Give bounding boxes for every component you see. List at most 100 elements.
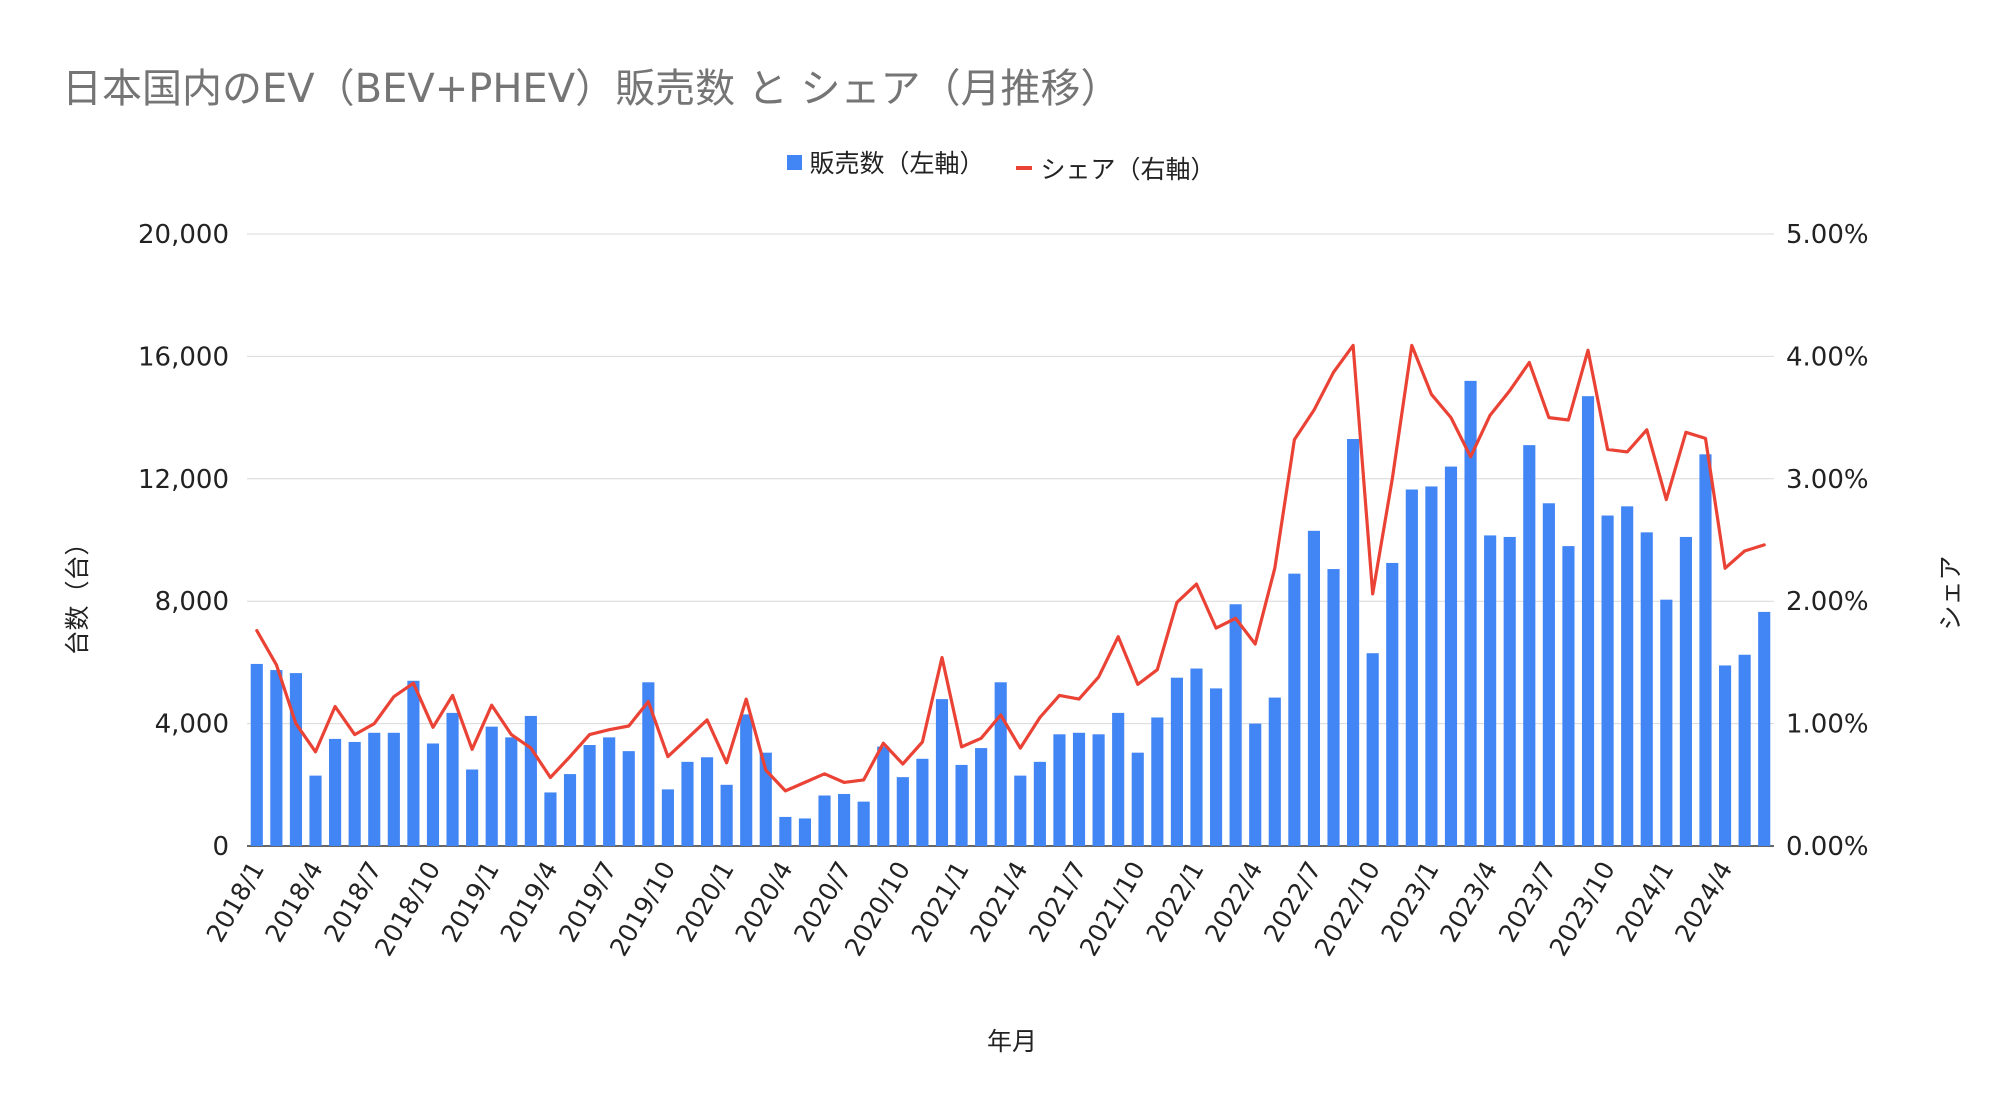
sales-bar bbox=[1444, 466, 1458, 846]
sales-bar bbox=[1131, 752, 1144, 846]
x-axis-title: 年月 bbox=[986, 1027, 1038, 1056]
sales-bar bbox=[603, 737, 616, 846]
legend-line-swatch bbox=[1016, 165, 1033, 170]
left-y-tick-label: 16,000 bbox=[138, 342, 229, 372]
sales-bar bbox=[466, 769, 479, 846]
sales-bar bbox=[1288, 573, 1301, 846]
sales-bar bbox=[1758, 611, 1771, 846]
sales-bar bbox=[1170, 677, 1183, 846]
legend-label-share: シェア（右軸） bbox=[1040, 154, 1216, 184]
sales-bar bbox=[779, 816, 792, 846]
sales-bar bbox=[387, 732, 400, 846]
sales-bar bbox=[1327, 569, 1340, 846]
sales-bar bbox=[505, 737, 518, 846]
sales-bar bbox=[1249, 723, 1262, 846]
left-y-tick-label: 0 bbox=[212, 832, 229, 862]
sales-bar bbox=[896, 777, 909, 846]
sales-bar bbox=[1640, 532, 1653, 846]
sales-bar bbox=[1484, 535, 1497, 846]
sales-bar bbox=[1562, 546, 1575, 846]
sales-bar bbox=[622, 751, 635, 846]
sales-bar bbox=[1190, 668, 1203, 846]
sales-bar bbox=[348, 741, 361, 846]
sales-bar bbox=[250, 663, 263, 846]
sales-bar bbox=[1542, 503, 1555, 846]
legend-bar-swatch bbox=[786, 154, 802, 170]
sales-bar bbox=[1347, 439, 1360, 846]
sales-bar bbox=[1092, 734, 1105, 846]
sales-bar bbox=[1112, 712, 1125, 846]
sales-bar bbox=[1660, 599, 1673, 846]
sales-bar bbox=[916, 758, 929, 846]
chart-legend: 販売数（左軸） シェア（右軸） bbox=[0, 144, 2002, 186]
sales-bar bbox=[1268, 697, 1281, 846]
sales-bar bbox=[1621, 506, 1634, 846]
sales-bar bbox=[642, 682, 655, 846]
sales-bar bbox=[446, 712, 459, 846]
sales-bar bbox=[1523, 445, 1536, 846]
right-y-tick-label: 1.00% bbox=[1786, 710, 1869, 740]
sales-bar bbox=[1699, 454, 1712, 846]
sales-bar bbox=[270, 670, 283, 846]
sales-bar bbox=[1679, 536, 1692, 846]
sales-bar bbox=[563, 774, 577, 846]
legend-item-sales[interactable]: 販売数（左軸） bbox=[786, 144, 985, 180]
sales-bar bbox=[407, 680, 420, 846]
x-tick-label: 2024/4 bbox=[1669, 857, 1738, 948]
legend-label-sales: 販売数（左軸） bbox=[809, 149, 985, 178]
sales-bar bbox=[1464, 380, 1477, 846]
sales-bar bbox=[877, 746, 890, 846]
share-line bbox=[255, 343, 1766, 793]
sales-bar bbox=[485, 726, 498, 846]
sales-bar bbox=[289, 673, 303, 846]
sales-bar bbox=[1053, 734, 1066, 846]
sales-bar bbox=[1229, 604, 1242, 846]
sales-bar bbox=[935, 699, 949, 846]
sales-bar bbox=[1209, 688, 1223, 846]
sales-bar bbox=[975, 748, 988, 846]
sales-bar bbox=[1072, 732, 1086, 846]
sales-bar bbox=[700, 757, 714, 846]
right-y-tick-label: 4.00% bbox=[1786, 342, 1869, 372]
sales-bar bbox=[1386, 562, 1399, 846]
sales-bar bbox=[1425, 486, 1438, 846]
sales-bar bbox=[1718, 665, 1732, 846]
sales-bar bbox=[955, 764, 968, 846]
sales-bar bbox=[1405, 489, 1418, 846]
sales-bar bbox=[798, 818, 812, 846]
sales-bar bbox=[661, 789, 674, 846]
sales-bar bbox=[1014, 775, 1027, 846]
sales-bar bbox=[759, 752, 772, 846]
chart-title: 日本国内のEV（BEV+PHEV）販売数 と シェア（月推移） bbox=[62, 66, 1121, 112]
sales-bar bbox=[1503, 536, 1516, 846]
sales-bar bbox=[368, 732, 381, 846]
legend-item-share[interactable]: シェア（右軸） bbox=[1016, 150, 1215, 186]
sales-bar bbox=[740, 714, 753, 846]
sales-bar bbox=[818, 795, 831, 846]
right-y-tick-label: 2.00% bbox=[1786, 587, 1869, 617]
left-y-tick-label: 20,000 bbox=[138, 220, 229, 250]
right-y-tick-label: 5.00% bbox=[1786, 220, 1869, 250]
sales-bar bbox=[524, 715, 537, 846]
sales-bar bbox=[720, 784, 733, 846]
sales-bar bbox=[1581, 396, 1595, 846]
sales-bar bbox=[426, 743, 440, 846]
right-y-tick-label: 0.00% bbox=[1786, 832, 1869, 862]
sales-bar bbox=[309, 775, 322, 846]
sales-bar bbox=[681, 761, 694, 846]
sales-bar bbox=[994, 682, 1007, 846]
sales-bar bbox=[1307, 530, 1321, 846]
sales-bar bbox=[838, 793, 851, 846]
sales-bar bbox=[1601, 515, 1614, 846]
sales-bar bbox=[857, 801, 870, 846]
sales-bar bbox=[1033, 761, 1046, 846]
sales-bar bbox=[583, 745, 596, 846]
sales-bar bbox=[1151, 717, 1164, 846]
left-y-tick-label: 4,000 bbox=[155, 710, 229, 740]
sales-bar bbox=[1738, 654, 1751, 846]
sales-bar bbox=[1366, 653, 1379, 846]
left-y-tick-label: 8,000 bbox=[155, 587, 229, 617]
right-y-tick-label: 3.00% bbox=[1786, 465, 1869, 495]
sales-bar bbox=[544, 792, 557, 846]
